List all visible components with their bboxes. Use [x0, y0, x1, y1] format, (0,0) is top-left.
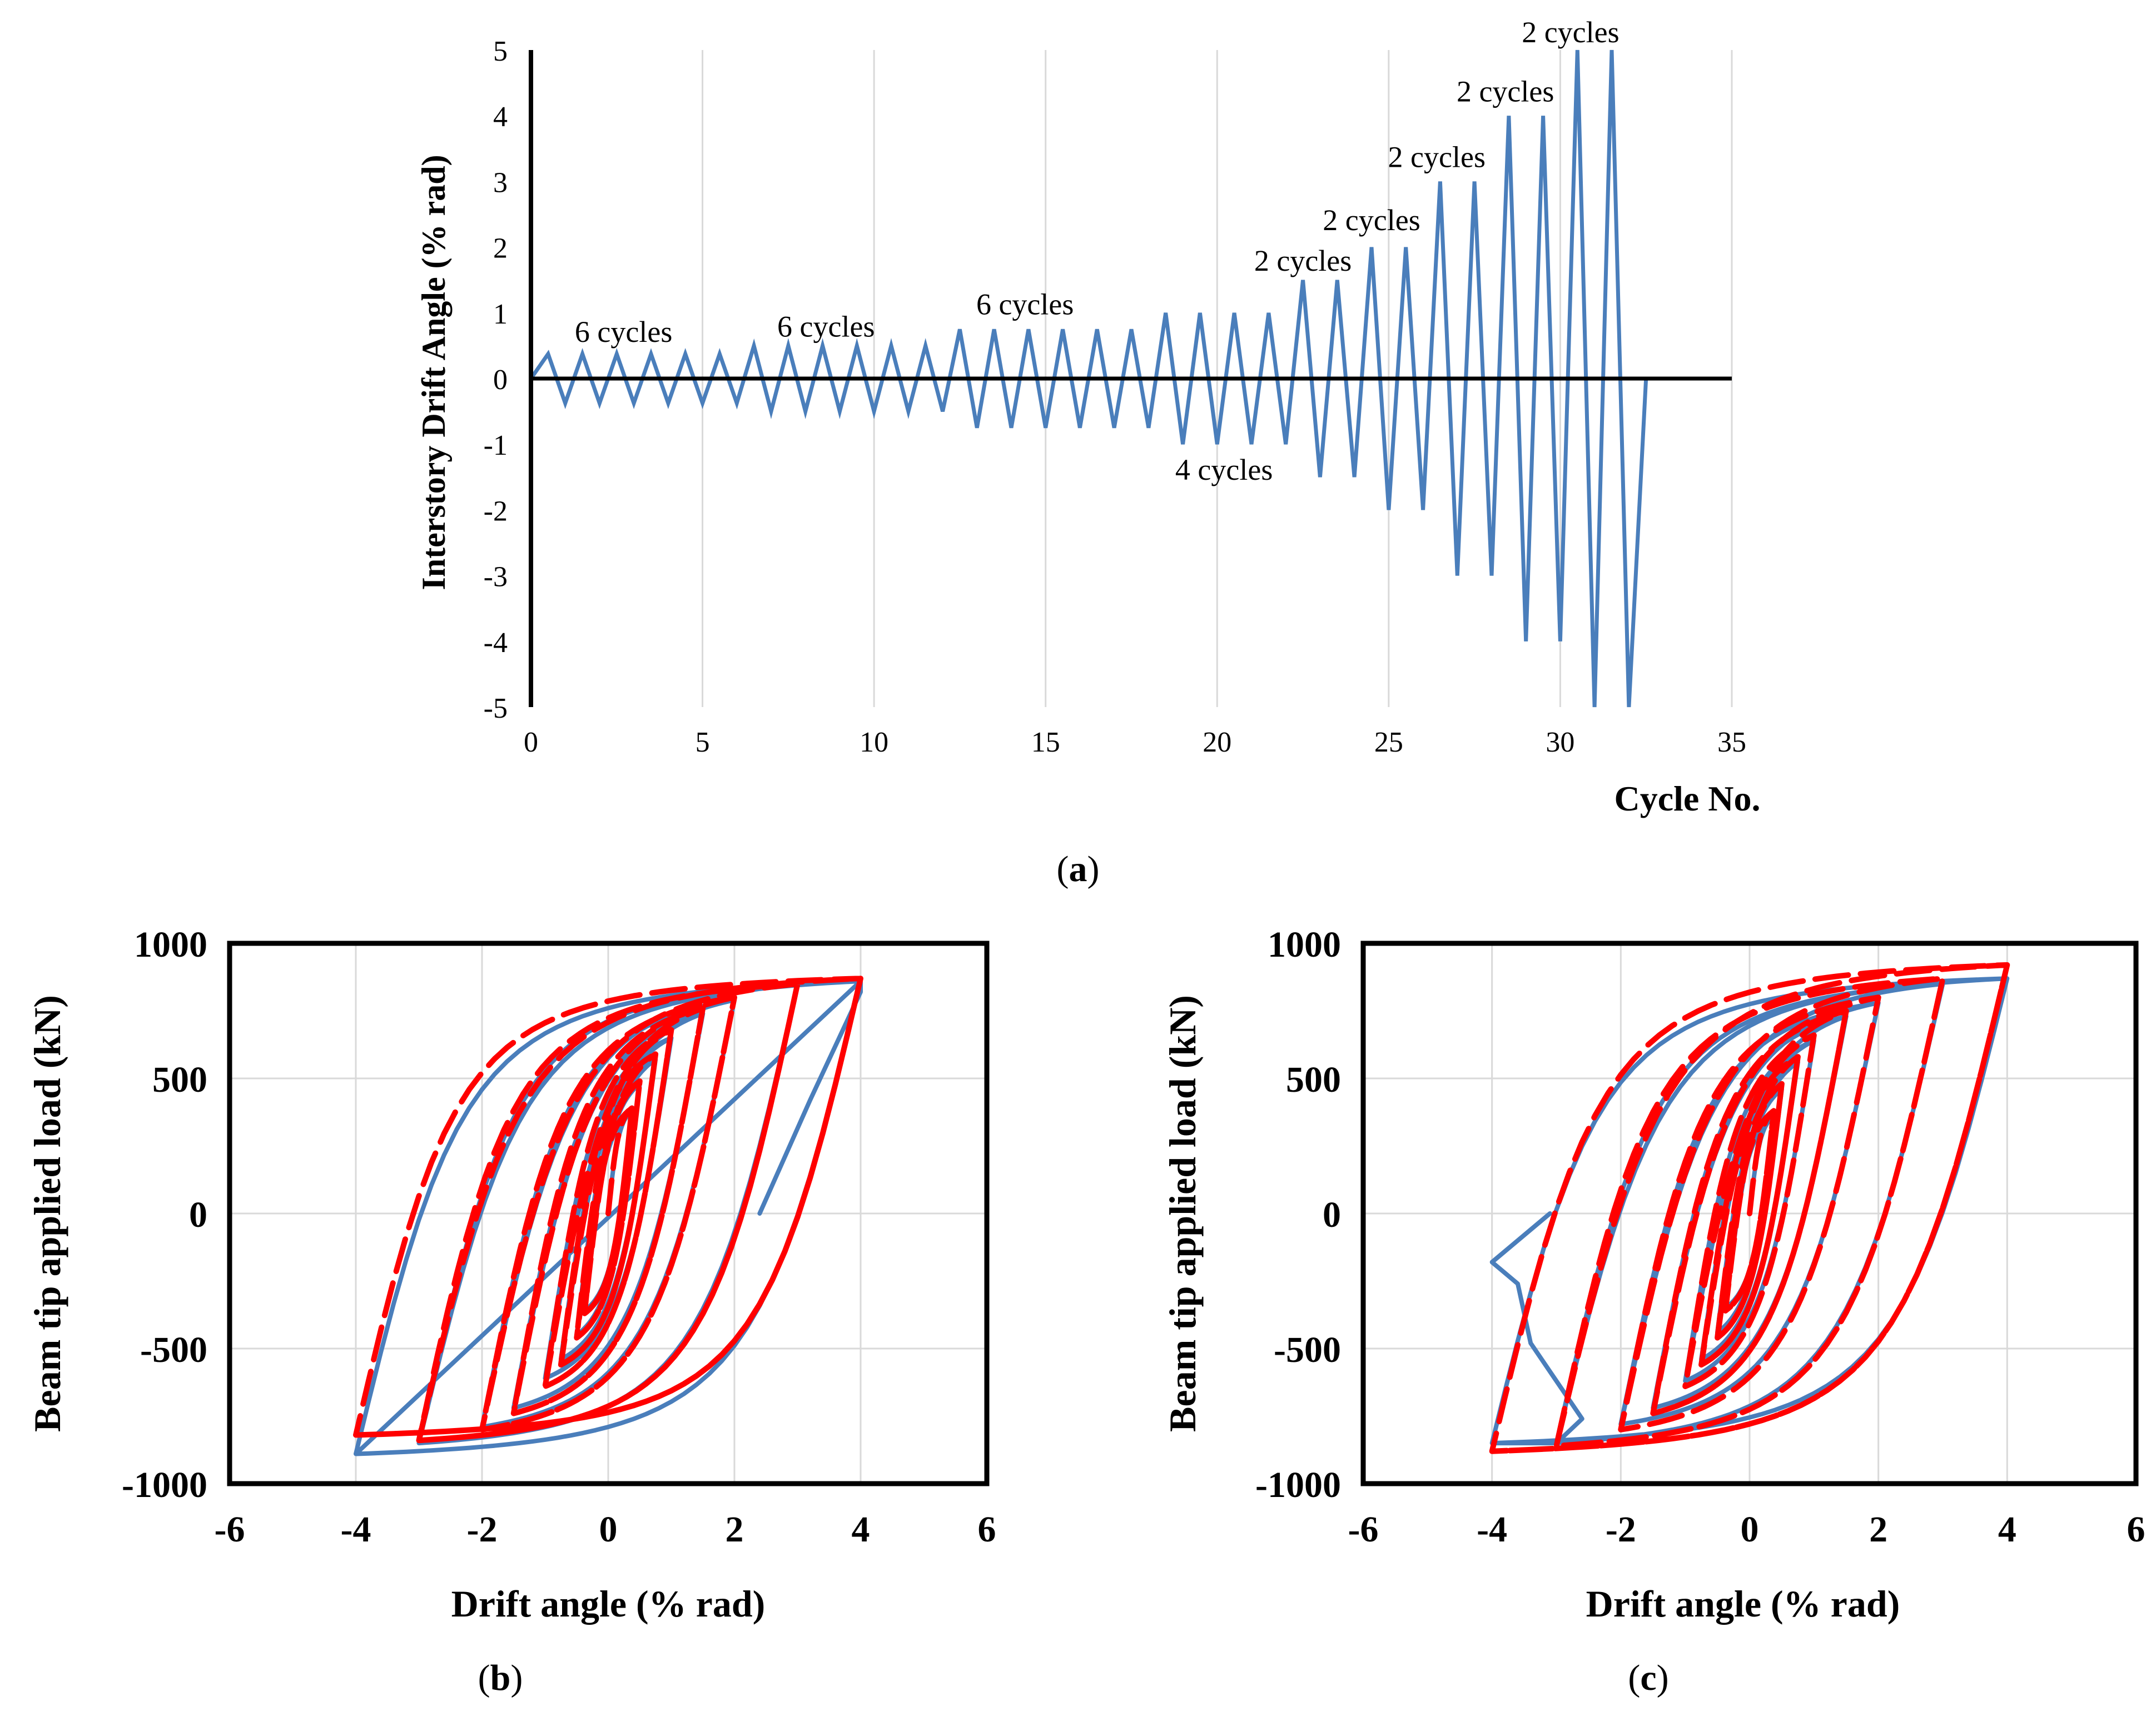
a-annotation-label: 6 cycles [575, 315, 672, 349]
c-x-tick-label: 2 [1869, 1509, 1887, 1550]
a-x-tick-label: 15 [1031, 727, 1060, 758]
a-x-axis-label: Cycle No. [1614, 779, 1760, 818]
a-x-tick-label: 10 [860, 727, 888, 758]
a-y-tick-label: 0 [493, 364, 508, 396]
a-y-tick-label: 1 [493, 299, 508, 330]
panel-b: 1000 500 0 -500 -1000 -6 -4 -2 0 2 4 6 Beam tip ap… [26, 924, 996, 1698]
a-y-tick-label: -5 [484, 693, 508, 724]
b-series-line-fe-model [353, 976, 863, 1444]
b-x-tick-labels: -6 -4 -2 0 2 4 6 [215, 1509, 996, 1550]
b-x-tick-label: 4 [852, 1509, 870, 1550]
a-caption: (a) [1057, 849, 1100, 889]
a-x-tick-label: 0 [524, 727, 538, 758]
b-plot-frame [227, 941, 990, 1486]
b-y-tick-label: 1000 [134, 924, 207, 965]
a-y-tick-label: 5 [493, 36, 508, 67]
b-x-tick-label: -4 [341, 1509, 371, 1550]
c-y-axis-label: Beam tip applied load (kN) [1161, 995, 1204, 1432]
b-x-tick-label: 0 [599, 1509, 618, 1550]
c-y-tick-label: -500 [1274, 1330, 1341, 1370]
c-series-line-fe-model [1489, 962, 2010, 1454]
a-y-tick-label: 4 [493, 101, 508, 133]
b-series-layer [353, 976, 863, 1456]
panel-c: 1000 500 0 -500 -1000 -6 -4 -2 0 2 4 6 Beam tip ap… [1161, 924, 2145, 1698]
a-annotation-label: 4 cycles [1175, 453, 1273, 486]
c-caption: (c) [1628, 1658, 1668, 1698]
a-x-tick-label: 20 [1203, 727, 1231, 758]
a-y-tick-labels: 5 4 3 2 1 0 -1 -2 -3 -4 -5 [484, 36, 508, 724]
a-annotation-label: 6 cycles [976, 287, 1074, 321]
b-caption: (b) [478, 1658, 523, 1698]
b-y-tick-label: 500 [152, 1060, 207, 1100]
a-y-tick-label: -4 [484, 627, 508, 659]
a-annotations: 6 cycles 6 cycles 6 cycles 4 cycles 2 cycles… [575, 16, 1620, 486]
c-y-tick-labels: 1000 500 0 -500 -1000 [1255, 924, 1341, 1505]
a-annotation-label: 2 cycles [1457, 74, 1554, 108]
a-y-tick-label: 3 [493, 167, 508, 198]
a-annotation-label: 2 cycles [1388, 140, 1486, 173]
c-plot-frame [1360, 941, 2139, 1486]
c-x-tick-label: -2 [1606, 1509, 1636, 1550]
b-x-tick-label: 6 [978, 1509, 996, 1550]
c-y-tick-label: -1000 [1255, 1465, 1341, 1505]
a-annotation-label: 2 cycles [1323, 203, 1420, 237]
a-annotation-label: 2 cycles [1522, 16, 1619, 49]
c-y-tick-label: 500 [1286, 1060, 1341, 1100]
c-x-tick-label: 0 [1741, 1509, 1759, 1550]
c-y-tick-label: 1000 [1268, 924, 1341, 965]
a-annotation-label: 2 cycles [1254, 244, 1352, 277]
c-x-tick-label: -4 [1477, 1509, 1507, 1550]
b-x-tick-label: 2 [726, 1509, 744, 1550]
a-x-tick-label: 25 [1374, 727, 1403, 758]
b-x-axis-label: Drift angle (% rad) [451, 1583, 766, 1625]
a-y-tick-label: 2 [493, 233, 508, 265]
a-x-tick-label: 30 [1546, 727, 1574, 758]
c-series-layer [1489, 962, 2010, 1454]
b-y-axis-label: Beam tip applied load (kN) [26, 995, 68, 1432]
c-x-tick-label: 4 [1998, 1509, 2016, 1550]
a-x-tick-label: 35 [1717, 727, 1746, 758]
b-y-tick-labels: 1000 500 0 -500 -1000 [122, 924, 207, 1505]
b-x-tick-label: -6 [215, 1509, 245, 1550]
a-y-tick-label: -1 [484, 430, 508, 461]
b-x-tick-label: -2 [467, 1509, 498, 1550]
c-x-tick-label: -6 [1348, 1509, 1379, 1550]
a-x-tick-label: 5 [696, 727, 710, 758]
a-caption-letter: a [1069, 849, 1087, 889]
c-y-tick-label: 0 [1323, 1195, 1341, 1235]
a-x-tick-labels: 0 5 10 15 20 25 30 35 [524, 727, 1746, 758]
b-y-tick-label: -500 [140, 1330, 207, 1370]
b-y-tick-label: 0 [189, 1195, 207, 1235]
c-x-tick-labels: -6 -4 -2 0 2 4 6 [1348, 1509, 2145, 1550]
a-y-axis-label: Interstory Drift Angle (% rad) [415, 155, 452, 590]
c-x-axis-label: Drift angle (% rad) [1586, 1583, 1900, 1625]
a-y-tick-label: -3 [484, 561, 508, 593]
c-caption-letter: c [1640, 1658, 1656, 1698]
a-axes [529, 50, 1732, 707]
a-y-tick-label: -2 [484, 495, 508, 527]
b-caption-letter: b [490, 1658, 511, 1698]
c-x-tick-label: 6 [2127, 1509, 2145, 1550]
b-y-tick-label: -1000 [122, 1465, 207, 1505]
a-annotation-label: 6 cycles [777, 310, 875, 343]
